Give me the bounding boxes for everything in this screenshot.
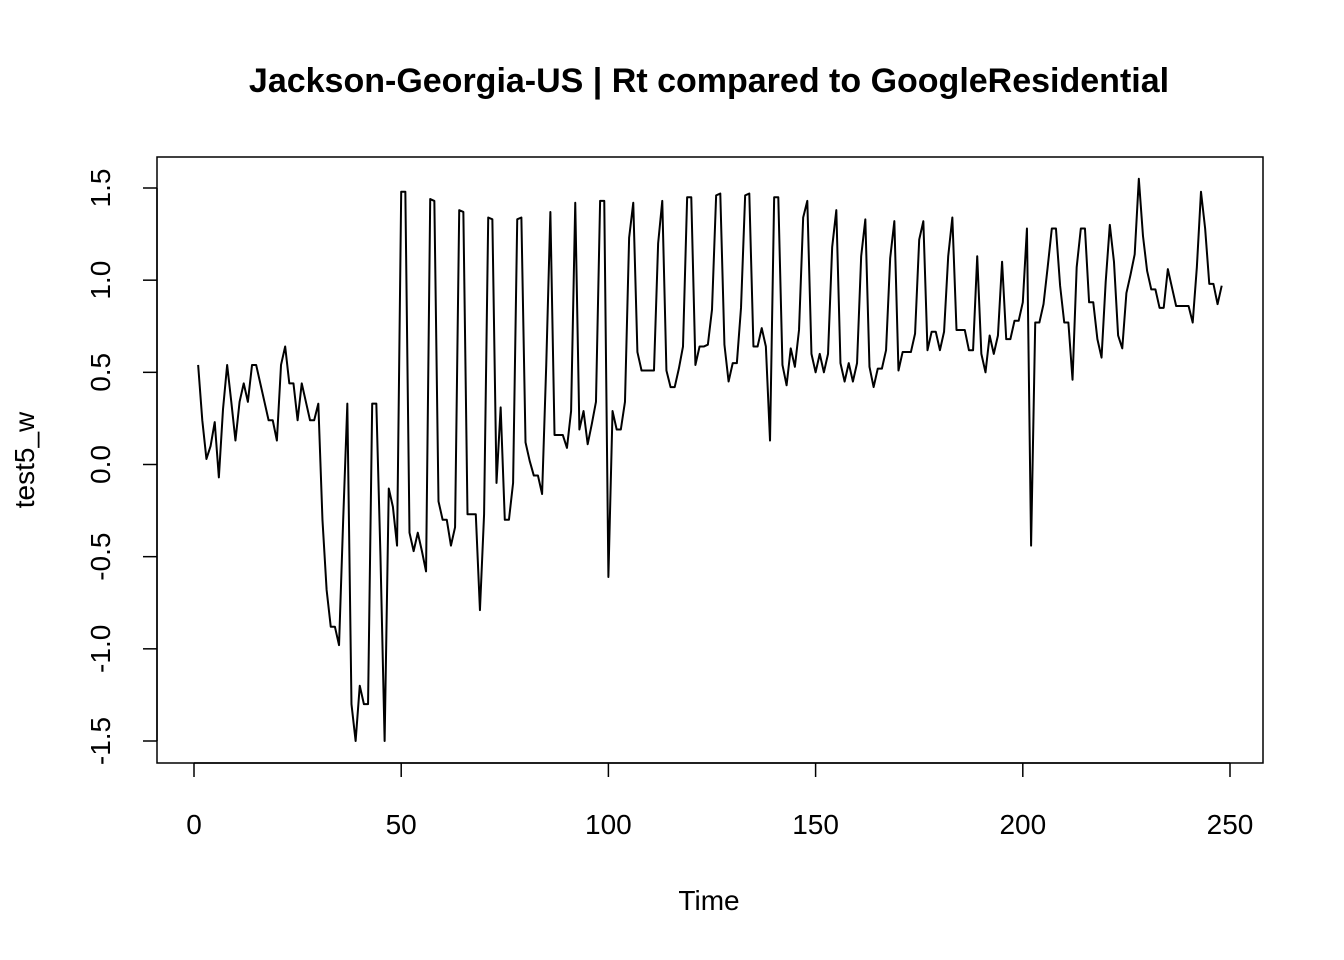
y-tick-label: 0.5 [85, 353, 116, 392]
x-tick-label: 200 [999, 809, 1046, 840]
y-axis-label: test5_w [9, 411, 40, 508]
x-tick-label: 50 [386, 809, 417, 840]
y-axis: -1.5 -1.0 -0.5 0.0 0.5 1.0 1.5 [85, 169, 158, 765]
x-tick-label: 250 [1207, 809, 1254, 840]
x-tick-label: 100 [585, 809, 632, 840]
x-axis-label: Time [678, 885, 739, 916]
chart-title: Jackson-Georgia-US | Rt compared to Goog… [249, 62, 1169, 100]
x-axis: 0 50 100 150 200 250 [186, 762, 1254, 840]
series-layer [197, 177, 1223, 742]
x-tick-label: 0 [186, 809, 202, 840]
y-tick-label: -1.0 [85, 625, 116, 673]
plot-frame [156, 156, 1264, 764]
y-tick-label: -1.5 [85, 717, 116, 765]
x-tick-label: 150 [792, 809, 839, 840]
y-tick-label: 1.0 [85, 261, 116, 300]
series-line [197, 177, 1223, 742]
y-tick-label: 1.5 [85, 169, 116, 208]
y-tick-label: -0.5 [85, 533, 116, 581]
y-tick-label: 0.0 [85, 445, 116, 484]
